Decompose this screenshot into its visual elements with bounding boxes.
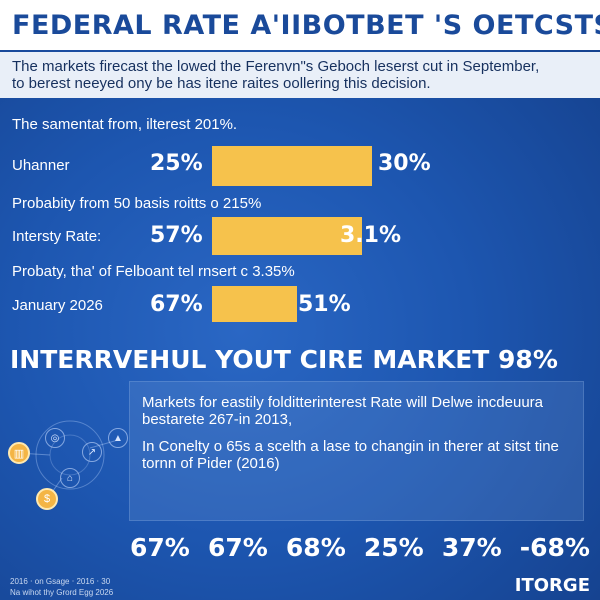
info-box: Markets for eastily folditterinterest Ra… bbox=[129, 381, 584, 521]
stat-6: -68% bbox=[519, 533, 590, 562]
globe-icon: ◎ bbox=[45, 428, 65, 448]
subheading-box: The markets firecast the lowed the Feren… bbox=[0, 52, 600, 98]
row1-left-pct: 25% bbox=[150, 151, 203, 176]
stat-4: 25% bbox=[363, 533, 424, 562]
section-title: INTERRVEHUL YOUT CIRE MARKET 98% bbox=[10, 345, 558, 374]
footer-line-1: 2016 ‧ on Gsage ‧ 2016 ‧ 30 bbox=[10, 577, 111, 586]
subheading-line-2: to berest neeyed ony be has itene raites… bbox=[12, 75, 431, 92]
row2-right-pct: 3.1% bbox=[340, 223, 402, 248]
info-paragraph-1: Markets for eastily folditterinterest Ra… bbox=[142, 394, 543, 428]
bank-icon: ⌂ bbox=[60, 468, 80, 488]
row2-left-pct: 57% bbox=[150, 223, 203, 248]
row3-label: January 2026 bbox=[12, 297, 103, 314]
info-paragraph-2: In Conelty o 65s a scelth a lase to chan… bbox=[142, 438, 559, 472]
subheading-line-1: The markets firecast the lowed the Feren… bbox=[12, 58, 540, 75]
page-header: FEDERAL RATE A'IIBOTBET 'S OETCSTS bbox=[0, 0, 600, 50]
row3-note: Probaty, tha' of Felboant tel rnsert c 3… bbox=[12, 263, 295, 280]
chart-icon: ▥ bbox=[8, 442, 30, 464]
row2-label: Intersty Rate: bbox=[12, 228, 102, 245]
stat-5: 37% bbox=[441, 533, 502, 562]
row1-label: Uhanner bbox=[12, 157, 70, 174]
trend-icon: ↗ bbox=[82, 442, 102, 462]
intro-text: The samentat from, ilterest 201%. bbox=[12, 116, 238, 133]
row3-right-pct: 51% bbox=[298, 292, 351, 317]
stat-3: 68% bbox=[285, 533, 346, 562]
stat-1: 67% bbox=[130, 533, 190, 562]
footer-line-2: Na wihot thy Grord Egg 2026 bbox=[10, 588, 114, 597]
row3-left-pct: 67% bbox=[150, 292, 203, 317]
brand-logo: ITORGE bbox=[514, 575, 590, 596]
bottom-stats: 67% 67% 68% 25% 37% -68% bbox=[130, 533, 590, 562]
row3-bar bbox=[212, 286, 297, 322]
icon-cluster: ▥ ◎ ↗ ⌂ $ ▲ bbox=[0, 400, 140, 520]
row1-bar bbox=[212, 146, 372, 186]
row2-note: Probabity from 50 basis roitts o 215% bbox=[12, 195, 262, 212]
row1-right-pct: 30% bbox=[378, 151, 431, 176]
dollar-icon: $ bbox=[36, 488, 58, 510]
row2-bar bbox=[212, 217, 362, 255]
page-title: FEDERAL RATE A'IIBOTBET 'S OETCSTS bbox=[12, 9, 600, 41]
growth-icon: ▲ bbox=[108, 428, 128, 448]
stat-2: 67% bbox=[207, 533, 268, 562]
